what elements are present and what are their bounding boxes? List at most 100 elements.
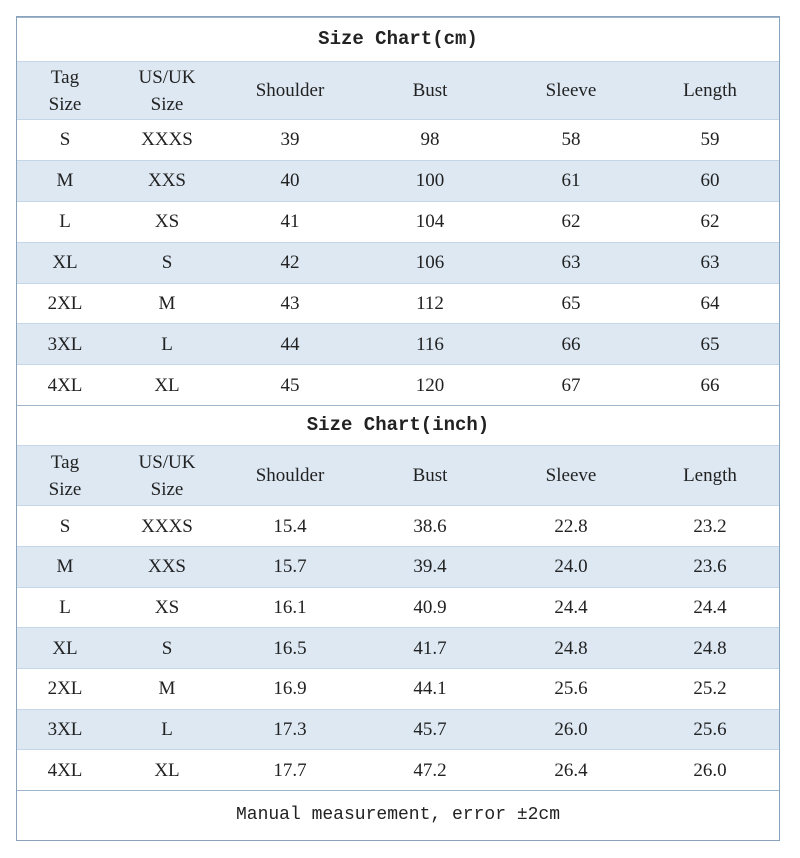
cell: XXS (113, 545, 221, 588)
data-row: 4XL XL 45 120 67 66 (17, 364, 779, 406)
cell: 116 (359, 323, 501, 365)
header-cell: Bust (359, 61, 501, 120)
cell: 38.6 (359, 505, 501, 547)
header-cell: Length (641, 445, 779, 506)
cell: 63 (641, 241, 779, 284)
cell: 24.4 (501, 586, 641, 628)
table-title: Size Chart(inch) (17, 405, 779, 446)
data-row: 3XL L 44 116 66 65 (17, 323, 779, 365)
data-row: 3XL L 17.3 45.7 26.0 25.6 (17, 708, 779, 750)
header-cell: Tag Size (17, 61, 113, 120)
cell: 22.8 (501, 505, 641, 547)
cell: XS (113, 586, 221, 628)
cell: 112 (359, 282, 501, 324)
cell: 41.7 (359, 627, 501, 669)
cell: 45 (221, 364, 359, 406)
cell: 43 (221, 282, 359, 324)
cell: 23.6 (641, 545, 779, 588)
cell: 3XL (17, 323, 113, 365)
data-row: 4XL XL 17.7 47.2 26.4 26.0 (17, 749, 779, 791)
header-cell: Bust (359, 445, 501, 506)
cell: S (113, 627, 221, 669)
cell: 120 (359, 364, 501, 406)
data-row: 2XL M 43 112 65 64 (17, 282, 779, 324)
cell: 2XL (17, 282, 113, 324)
cell: 45.7 (359, 708, 501, 750)
header-cell: Sleeve (501, 445, 641, 506)
cell: S (17, 119, 113, 161)
cell: 100 (359, 159, 501, 202)
cell: XL (113, 364, 221, 406)
cell: 61 (501, 159, 641, 202)
cell: 15.4 (221, 505, 359, 547)
cell: 65 (501, 282, 641, 324)
cell: L (17, 586, 113, 628)
cell: 16.1 (221, 586, 359, 628)
size-table: Size Chart(cm) Tag Size US/UK Size Shoulder… (17, 17, 779, 841)
data-row: 2XL M 16.9 44.1 25.6 25.2 (17, 667, 779, 710)
data-row: S XXXS 39 98 58 59 (17, 119, 779, 161)
header-cell: Shoulder (221, 445, 359, 506)
cell: 3XL (17, 708, 113, 750)
cell: L (113, 708, 221, 750)
cell: 17.7 (221, 749, 359, 791)
cell: 15.7 (221, 545, 359, 588)
header-cell: US/UK Size (113, 61, 221, 120)
cell: 66 (501, 323, 641, 365)
cell: 26.0 (501, 708, 641, 750)
cell: XXXS (113, 505, 221, 547)
cell: 65 (641, 323, 779, 365)
cell: 42 (221, 241, 359, 284)
cell: 2XL (17, 667, 113, 710)
cell: XXXS (113, 119, 221, 161)
data-row: L XS 16.1 40.9 24.4 24.4 (17, 586, 779, 628)
cell: 16.9 (221, 667, 359, 710)
cell: M (113, 282, 221, 324)
data-row: M XXS 15.7 39.4 24.0 23.6 (17, 545, 779, 588)
cell: M (17, 545, 113, 588)
cell: 47.2 (359, 749, 501, 791)
size-chart: Size Chart(cm) Tag Size US/UK Size Shoulder… (16, 16, 780, 841)
cell: XXS (113, 159, 221, 202)
cell: 44 (221, 323, 359, 365)
cell: 24.8 (501, 627, 641, 669)
cell: 26.4 (501, 749, 641, 791)
cell: 25.6 (501, 667, 641, 710)
title-row: Size Chart(inch) (17, 405, 779, 446)
cell: L (17, 200, 113, 243)
cell: 23.2 (641, 505, 779, 547)
cell: 66 (641, 364, 779, 406)
data-row: XL S 16.5 41.7 24.8 24.8 (17, 627, 779, 669)
cell: 26.0 (641, 749, 779, 791)
cell: XS (113, 200, 221, 243)
cell: M (113, 667, 221, 710)
header-cell: US/UK Size (113, 445, 221, 506)
cell: 4XL (17, 364, 113, 406)
cell: 62 (501, 200, 641, 243)
cell: 25.6 (641, 708, 779, 750)
cell: 67 (501, 364, 641, 406)
cell: 39 (221, 119, 359, 161)
cell: 63 (501, 241, 641, 284)
data-row: L XS 41 104 62 62 (17, 200, 779, 243)
cell: 24.8 (641, 627, 779, 669)
cell: 39.4 (359, 545, 501, 588)
note-row: Manual measurement, error ±2cm (17, 790, 779, 841)
table-title: Size Chart(cm) (17, 17, 779, 62)
cell: M (17, 159, 113, 202)
cell: 98 (359, 119, 501, 161)
cell: 59 (641, 119, 779, 161)
cell: 60 (641, 159, 779, 202)
cell: XL (17, 627, 113, 669)
cell: 25.2 (641, 667, 779, 710)
cell: S (113, 241, 221, 284)
title-row: Size Chart(cm) (17, 17, 779, 62)
cell: 104 (359, 200, 501, 243)
header-cell: Sleeve (501, 61, 641, 120)
cell: 44.1 (359, 667, 501, 710)
cell: 40 (221, 159, 359, 202)
cell: 106 (359, 241, 501, 284)
header-row: Tag Size US/UK Size Shoulder Bust Sleeve Leng… (17, 445, 779, 506)
cell: 62 (641, 200, 779, 243)
cell: 17.3 (221, 708, 359, 750)
